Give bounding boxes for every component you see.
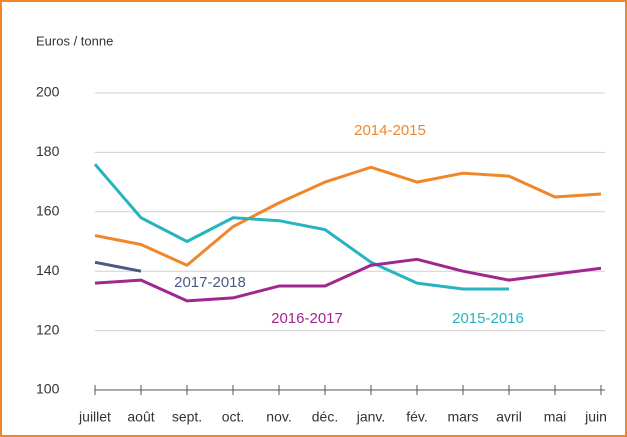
x-tick-label: mars [447,409,478,425]
series-label: 2014-2015 [354,122,426,139]
y-tick-label: 180 [36,143,60,159]
x-tick-label: déc. [312,409,338,425]
x-tick-label: avril [496,409,522,425]
series-label: 2017-2018 [174,274,246,291]
y-tick-label: 120 [36,321,60,337]
series-line [94,257,602,303]
x-tick-label: sept. [172,409,202,425]
series-line [94,260,142,273]
x-tick-label: mai [544,409,567,425]
x-tick-label: nov. [266,409,291,425]
series-label: 2016-2017 [271,310,343,327]
series-line [94,165,602,267]
x-tick-label: août [127,409,154,425]
x-tick-label: oct. [222,409,245,425]
y-tick-label: 140 [36,262,60,278]
series-label: 2015-2016 [452,310,524,327]
y-tick-label: 160 [36,203,60,219]
series-line [93,163,509,291]
x-tick-label: fév. [406,409,428,425]
x-tick-label: janv. [356,409,386,425]
y-tick-label: 100 [36,381,60,397]
y-axis-label: Euros / tonne [36,33,113,48]
y-tick-label: 200 [36,84,60,100]
x-tick-label: juillet [78,409,111,425]
x-tick-label: juin [584,409,607,425]
